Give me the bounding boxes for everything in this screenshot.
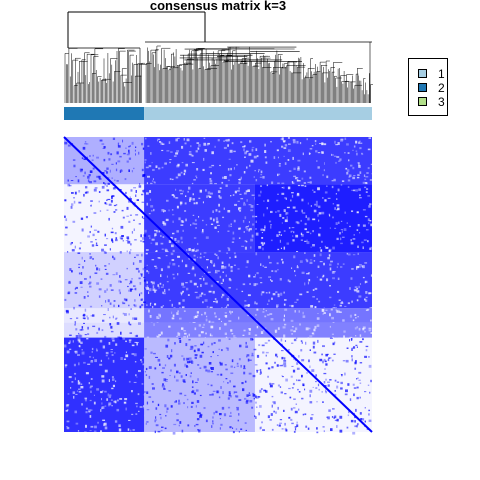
legend-label-1: 1 (438, 67, 445, 81)
heatmap-block-6 (64, 252, 147, 311)
heatmap-block-8 (64, 308, 145, 325)
annotation-segment-class-2 (64, 107, 145, 120)
legend-entry-1: 1 (418, 67, 448, 81)
legend-entry-3: 3 (418, 95, 448, 109)
legend-label-3: 3 (438, 95, 445, 109)
legend-swatch-2 (418, 83, 427, 92)
heatmap-block-12 (64, 337, 147, 435)
heatmap-block-7 (144, 252, 373, 311)
class-annotation-bar (64, 107, 372, 120)
heatmap-block-1 (64, 137, 146, 187)
heatmap-block-10 (64, 322, 145, 340)
legend-swatch-1 (418, 69, 427, 78)
legend-swatch-3 (418, 97, 427, 106)
heatmap-block-3 (64, 184, 147, 255)
heatmap-block-13 (144, 337, 258, 435)
heatmap-diagonal (63, 136, 373, 433)
annotation-segment-class-1 (144, 107, 372, 120)
consensus-matrix (63, 136, 374, 435)
heatmap-block-5 (254, 184, 374, 255)
heatmap-block-11 (144, 322, 374, 341)
heatmap-block-9 (144, 308, 372, 325)
legend-label-2: 2 (438, 81, 445, 95)
heatmap-block-4 (144, 184, 257, 254)
heatmap-block-14 (254, 337, 372, 435)
column-dendrogram (64, 11, 373, 103)
legend-entry-2: 2 (418, 81, 448, 95)
heatmap-block-2 (144, 137, 374, 186)
chart-title: consensus matrix k=3 (149, 0, 287, 13)
